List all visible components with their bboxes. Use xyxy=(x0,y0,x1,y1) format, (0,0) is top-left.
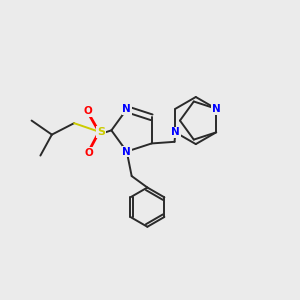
Text: S: S xyxy=(97,127,105,137)
Text: N: N xyxy=(171,127,180,137)
Text: N: N xyxy=(122,146,131,157)
Text: O: O xyxy=(83,106,92,116)
Text: N: N xyxy=(122,104,131,114)
Text: N: N xyxy=(212,104,220,114)
Text: O: O xyxy=(84,148,93,158)
